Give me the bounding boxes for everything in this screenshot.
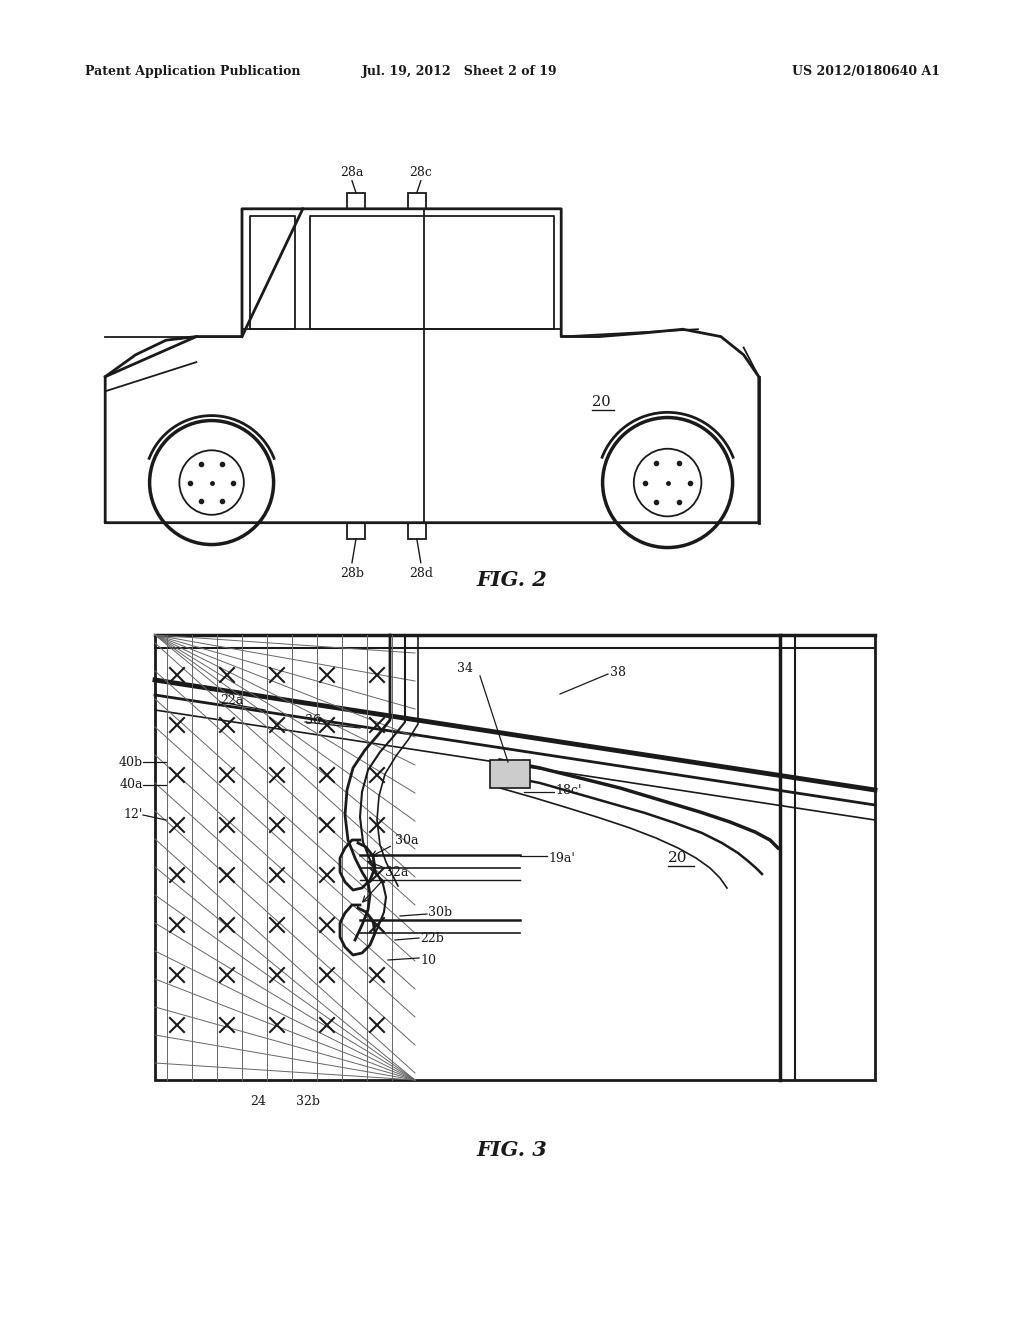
Text: 32b: 32b	[296, 1096, 319, 1107]
Text: 19a': 19a'	[548, 851, 574, 865]
Bar	[347, 523, 365, 539]
Text: 34: 34	[457, 661, 473, 675]
Text: 20: 20	[668, 851, 687, 865]
Text: 18c': 18c'	[555, 784, 582, 796]
Bar	[155, 635, 874, 1080]
Text: 22b: 22b	[420, 932, 443, 945]
Text: 40b: 40b	[119, 755, 143, 768]
Text: 28a: 28a	[340, 166, 364, 178]
Text: 32a: 32a	[385, 866, 409, 879]
Text: US 2012/0180640 A1: US 2012/0180640 A1	[792, 66, 940, 78]
Text: 36: 36	[305, 714, 321, 726]
Text: 22a: 22a	[220, 693, 244, 706]
Text: Jul. 19, 2012   Sheet 2 of 19: Jul. 19, 2012 Sheet 2 of 19	[362, 66, 558, 78]
Bar	[408, 193, 426, 209]
Text: 30b: 30b	[428, 906, 453, 919]
Text: 10: 10	[420, 953, 436, 966]
Text: 40a: 40a	[120, 779, 143, 792]
Text: 30a: 30a	[395, 833, 419, 846]
Text: Patent Application Publication: Patent Application Publication	[85, 66, 300, 78]
Text: FIG. 3: FIG. 3	[476, 1140, 548, 1160]
Text: 28c: 28c	[410, 166, 432, 178]
Text: FIG. 2: FIG. 2	[476, 570, 548, 590]
Text: 28b: 28b	[340, 566, 364, 579]
Text: 20: 20	[592, 395, 610, 409]
Bar	[347, 193, 365, 209]
Text: 12': 12'	[124, 808, 143, 821]
Polygon shape	[490, 760, 530, 788]
Text: 28d: 28d	[409, 566, 433, 579]
Text: 38: 38	[610, 665, 626, 678]
Bar	[408, 523, 426, 539]
Text: 24: 24	[250, 1096, 266, 1107]
